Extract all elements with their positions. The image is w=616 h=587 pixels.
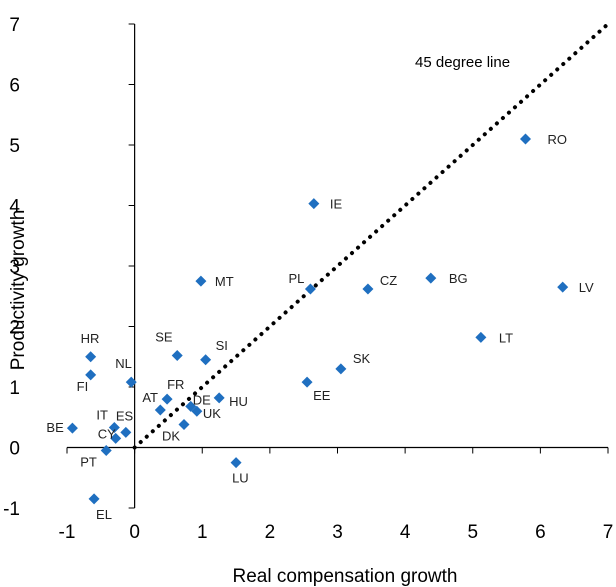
point-pl bbox=[304, 283, 316, 295]
x-tick-label: 0 bbox=[129, 522, 140, 543]
x-tick-label: -1 bbox=[59, 522, 76, 543]
point-si bbox=[200, 354, 212, 366]
y-tick-label: 6 bbox=[9, 76, 20, 97]
point-lv bbox=[557, 281, 569, 293]
point-cz bbox=[362, 283, 374, 295]
point-label-hr: HR bbox=[81, 331, 100, 346]
point-label-ro: RO bbox=[547, 132, 567, 147]
point-uk bbox=[191, 405, 203, 417]
point-es bbox=[120, 426, 132, 438]
point-pt bbox=[100, 445, 112, 457]
point-at bbox=[154, 404, 166, 416]
y-tick-label: 0 bbox=[9, 439, 20, 460]
point-ie bbox=[308, 198, 320, 210]
y-tick-label: 3 bbox=[9, 257, 20, 278]
point-label-sk: SK bbox=[353, 351, 371, 366]
point-ee bbox=[301, 376, 313, 388]
y-tick-label: -1 bbox=[3, 499, 20, 520]
point-el bbox=[88, 493, 100, 505]
x-tick-label: 4 bbox=[400, 522, 411, 543]
point-dk bbox=[178, 419, 190, 431]
x-tick-label: 1 bbox=[197, 522, 208, 543]
point-label-be: BE bbox=[46, 420, 64, 435]
x-tick-label: 7 bbox=[603, 522, 614, 543]
x-axis-title: Real compensation growth bbox=[233, 566, 458, 587]
point-label-fi: FI bbox=[77, 379, 89, 394]
point-mt bbox=[195, 275, 207, 287]
point-label-el: EL bbox=[96, 507, 112, 522]
y-tick-label: 1 bbox=[9, 378, 20, 399]
x-tick-label: 3 bbox=[332, 522, 343, 543]
y-tick-label: 5 bbox=[9, 136, 20, 157]
point-label-mt: MT bbox=[215, 274, 234, 289]
point-label-at: AT bbox=[142, 390, 158, 405]
y-tick-label: 4 bbox=[9, 197, 20, 218]
point-label-ee: EE bbox=[313, 388, 331, 403]
point-label-pl: PL bbox=[288, 271, 304, 286]
points-group: RO IE MT PL CZ BG LV LT HR SE SI NL FI SK EE AT FR DE HU UK… bbox=[46, 132, 594, 522]
point-label-it: IT bbox=[96, 408, 108, 423]
point-label-lu: LU bbox=[232, 471, 249, 486]
point-it bbox=[108, 422, 120, 434]
point-se bbox=[171, 350, 183, 362]
point-hr bbox=[85, 351, 97, 363]
reference-line bbox=[132, 22, 610, 450]
point-label-bg: BG bbox=[449, 271, 468, 286]
point-be bbox=[66, 422, 78, 434]
point-nl bbox=[125, 376, 137, 388]
point-ro bbox=[519, 133, 531, 145]
point-label-es: ES bbox=[116, 408, 134, 423]
point-label-nl: NL bbox=[115, 356, 132, 371]
x-tick-label: 5 bbox=[467, 522, 478, 543]
axes: -1 0 1 2 3 4 5 6 7 -1 0 1 2 3 4 5 6 7 bbox=[3, 15, 613, 543]
reference-line-label: 45 degree line bbox=[415, 54, 510, 71]
point-fi bbox=[85, 369, 97, 381]
y-tick-label: 2 bbox=[9, 318, 20, 339]
point-hu bbox=[213, 392, 225, 404]
point-label-dk: DK bbox=[162, 429, 180, 444]
point-label-lv: LV bbox=[579, 280, 594, 295]
point-label-si: SI bbox=[216, 338, 228, 353]
point-cy bbox=[110, 432, 122, 444]
x-tick-label: 2 bbox=[265, 522, 276, 543]
point-lt bbox=[475, 331, 487, 343]
point-label-fr: FR bbox=[167, 377, 184, 392]
point-sk bbox=[335, 363, 347, 375]
point-label-cz: CZ bbox=[380, 273, 397, 288]
point-label-de: DE bbox=[193, 392, 211, 407]
y-axis-title: Productivity growth bbox=[8, 210, 29, 371]
point-label-hu: HU bbox=[229, 394, 248, 409]
point-label-lt: LT bbox=[499, 330, 513, 345]
point-label-ie: IE bbox=[330, 197, 343, 212]
point-lu bbox=[230, 457, 242, 469]
point-fr bbox=[161, 393, 173, 405]
reference-line-group bbox=[132, 22, 610, 450]
point-label-pt: PT bbox=[80, 455, 97, 470]
point-bg bbox=[425, 272, 437, 284]
y-tick-label: 7 bbox=[9, 15, 20, 36]
point-label-cy: CY bbox=[98, 426, 116, 441]
point-label-uk: UK bbox=[203, 406, 221, 421]
x-tick-label: 6 bbox=[535, 522, 546, 543]
point-label-se: SE bbox=[155, 330, 173, 345]
